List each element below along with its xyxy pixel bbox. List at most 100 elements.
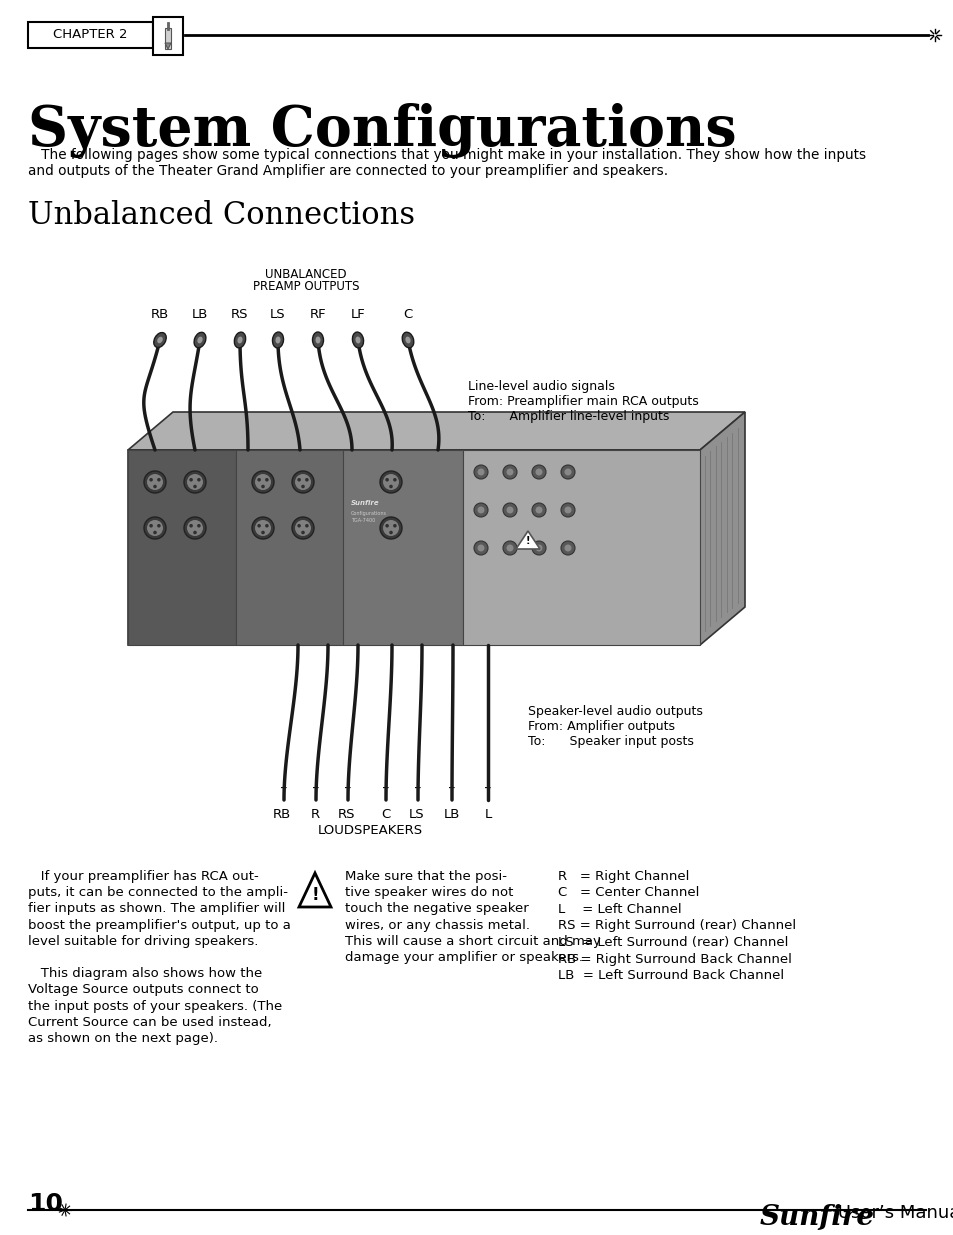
Circle shape (197, 478, 200, 482)
Circle shape (560, 503, 575, 517)
Circle shape (157, 524, 160, 527)
Text: L: L (484, 808, 491, 820)
Bar (343, 450, 462, 645)
Circle shape (184, 517, 206, 538)
Circle shape (474, 503, 488, 517)
Circle shape (506, 545, 513, 552)
Circle shape (147, 474, 163, 490)
Text: LB  = Left Surround Back Channel: LB = Left Surround Back Channel (558, 969, 783, 982)
Text: User’s Manual: User’s Manual (831, 1204, 953, 1221)
Circle shape (144, 471, 166, 493)
Ellipse shape (237, 337, 242, 343)
Circle shape (301, 484, 304, 488)
Circle shape (477, 468, 484, 475)
Circle shape (261, 531, 265, 535)
Ellipse shape (157, 337, 163, 343)
Circle shape (477, 545, 484, 552)
Circle shape (389, 484, 393, 488)
Circle shape (261, 484, 265, 488)
Circle shape (389, 531, 393, 535)
Circle shape (265, 478, 269, 482)
Circle shape (153, 484, 156, 488)
Ellipse shape (197, 337, 202, 343)
Circle shape (535, 468, 542, 475)
Text: !: ! (311, 885, 318, 904)
Circle shape (189, 478, 193, 482)
Text: RB: RB (151, 309, 169, 321)
Text: Configurations: Configurations (351, 510, 387, 515)
Text: Line-level audio signals: Line-level audio signals (468, 380, 615, 393)
Text: System Configurations: System Configurations (28, 103, 736, 158)
Polygon shape (165, 43, 171, 49)
Bar (235, 450, 343, 645)
Circle shape (379, 471, 401, 493)
Ellipse shape (352, 332, 363, 348)
Circle shape (292, 517, 314, 538)
Circle shape (254, 474, 271, 490)
Text: Sunfire: Sunfire (760, 1204, 874, 1231)
Circle shape (153, 531, 156, 535)
Circle shape (294, 520, 311, 536)
Text: and outputs of the Theater Grand Amplifier are connected to your preamplifier an: and outputs of the Theater Grand Amplifi… (28, 164, 667, 178)
Text: Sunfire: Sunfire (351, 500, 379, 506)
Text: 10: 10 (28, 1192, 63, 1216)
Bar (167, 22, 169, 30)
Text: If your preamplifier has RCA out-: If your preamplifier has RCA out- (28, 869, 258, 883)
Circle shape (252, 517, 274, 538)
Circle shape (506, 506, 513, 514)
Text: To:      Speaker input posts: To: Speaker input posts (527, 735, 693, 748)
Text: L    = Left Channel: L = Left Channel (558, 903, 680, 916)
Polygon shape (298, 873, 331, 906)
Text: C   = Center Channel: C = Center Channel (558, 887, 699, 899)
Bar (28, 22, 152, 48)
Circle shape (564, 468, 571, 475)
Text: Unbalanced Connections: Unbalanced Connections (28, 200, 415, 231)
Text: Voltage Source outputs connect to: Voltage Source outputs connect to (28, 983, 258, 997)
Circle shape (477, 506, 484, 514)
Circle shape (301, 531, 304, 535)
Ellipse shape (273, 332, 283, 348)
Circle shape (506, 468, 513, 475)
Polygon shape (516, 531, 539, 550)
Circle shape (393, 524, 396, 527)
Text: PREAMP OUTPUTS: PREAMP OUTPUTS (253, 280, 359, 293)
Text: LS: LS (409, 808, 424, 820)
Text: C: C (381, 808, 390, 820)
Text: R   = Right Channel: R = Right Channel (558, 869, 689, 883)
Text: Current Source can be used instead,: Current Source can be used instead, (28, 1016, 272, 1029)
Polygon shape (128, 412, 744, 450)
Bar (462, 450, 700, 645)
Circle shape (564, 545, 571, 552)
Circle shape (150, 478, 152, 482)
Circle shape (189, 524, 193, 527)
Text: +: + (382, 783, 390, 792)
Text: LF: LF (351, 309, 365, 321)
Text: fier inputs as shown. The amplifier will: fier inputs as shown. The amplifier will (28, 903, 285, 915)
Text: UNBALANCED: UNBALANCED (265, 268, 347, 282)
Text: level suitable for driving speakers.: level suitable for driving speakers. (28, 935, 258, 947)
Circle shape (257, 478, 260, 482)
Circle shape (193, 531, 196, 535)
Circle shape (382, 474, 398, 490)
Circle shape (257, 524, 260, 527)
Circle shape (560, 541, 575, 555)
Text: RF: RF (310, 309, 326, 321)
Ellipse shape (234, 332, 246, 348)
Circle shape (305, 478, 309, 482)
Text: The following pages show some typical connections that you might make in your in: The following pages show some typical co… (28, 148, 865, 162)
Bar (128, 450, 235, 645)
Text: RS: RS (231, 309, 249, 321)
Ellipse shape (402, 332, 414, 348)
Circle shape (292, 471, 314, 493)
Circle shape (564, 506, 571, 514)
Circle shape (382, 520, 398, 536)
Text: CHAPTER 2: CHAPTER 2 (53, 28, 128, 42)
Circle shape (305, 524, 309, 527)
Text: tive speaker wires do not: tive speaker wires do not (345, 887, 513, 899)
Circle shape (187, 520, 203, 536)
Circle shape (184, 471, 206, 493)
Circle shape (560, 466, 575, 479)
Text: puts, it can be connected to the ampli-: puts, it can be connected to the ampli- (28, 887, 288, 899)
Text: C: C (403, 309, 413, 321)
Bar (128, 450, 700, 645)
